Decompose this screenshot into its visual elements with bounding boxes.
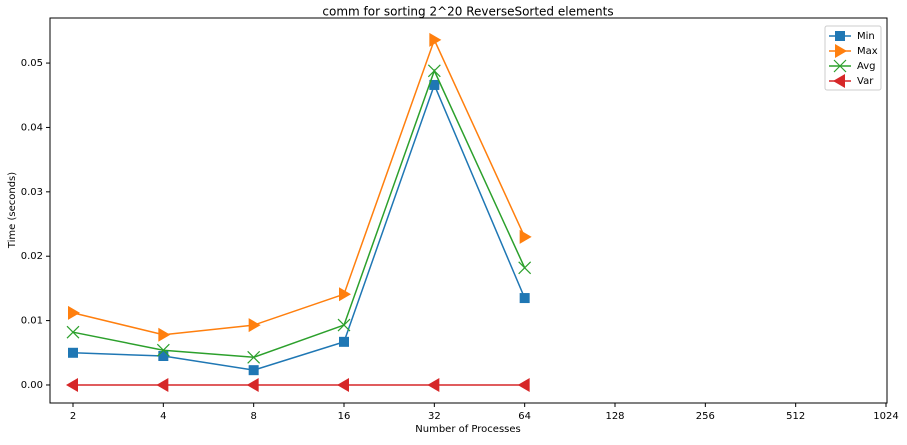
x-tick-label: 4 (160, 411, 166, 422)
series-line (72, 37, 526, 336)
y-axis-label: Time (seconds) (7, 172, 18, 249)
x-tick-label: 64 (518, 411, 531, 422)
marker (429, 79, 440, 90)
x-tick-label: 1024 (873, 411, 898, 422)
marker (427, 377, 440, 392)
legend-label: Var (857, 76, 874, 87)
marker (248, 318, 261, 333)
marker (66, 377, 78, 392)
marker (246, 377, 259, 392)
y-tick-label: 0.03 (21, 187, 43, 198)
marker (518, 261, 532, 275)
marker (339, 336, 349, 347)
marker (247, 350, 261, 364)
marker (427, 64, 441, 78)
marker (66, 325, 80, 339)
series-line (72, 82, 526, 371)
marker (517, 377, 530, 392)
marker (835, 31, 845, 41)
legend-label: Avg (857, 61, 876, 72)
legend-box (824, 25, 882, 91)
marker (158, 327, 171, 342)
marker (68, 347, 78, 358)
y-tick-label: 0.01 (21, 316, 43, 327)
marker (248, 365, 259, 376)
y-tick-label: 0.00 (21, 380, 43, 391)
marker (519, 293, 530, 304)
marker (156, 343, 170, 357)
marker (835, 44, 847, 58)
x-tick-label: 512 (786, 411, 805, 422)
marker (156, 377, 169, 392)
marker (158, 351, 169, 362)
marker (429, 32, 442, 47)
y-tick-label: 0.04 (21, 122, 43, 133)
x-tick-label: 256 (696, 411, 715, 422)
x-tick-label: 8 (250, 411, 256, 422)
plot-frame (49, 17, 888, 404)
x-tick-label: 2 (70, 411, 76, 422)
legend-label: Max (857, 46, 878, 57)
marker (68, 305, 80, 320)
marker (339, 287, 351, 302)
chart-title: comm for sorting 2^20 ReverseSorted elem… (322, 5, 613, 19)
series-line (72, 68, 526, 359)
legend-label: Min (857, 31, 875, 42)
y-tick-label: 0.05 (21, 58, 43, 69)
marker (337, 318, 351, 332)
marker (833, 59, 847, 73)
x-tick-label: 128 (605, 411, 624, 422)
y-tick-label: 0.02 (21, 251, 43, 262)
marker (519, 229, 532, 244)
marker (833, 74, 845, 88)
x-tick-label: 16 (338, 411, 351, 422)
x-tick-label: 32 (428, 411, 441, 422)
x-axis-label: Number of Processes (415, 424, 520, 435)
marker (337, 377, 349, 392)
